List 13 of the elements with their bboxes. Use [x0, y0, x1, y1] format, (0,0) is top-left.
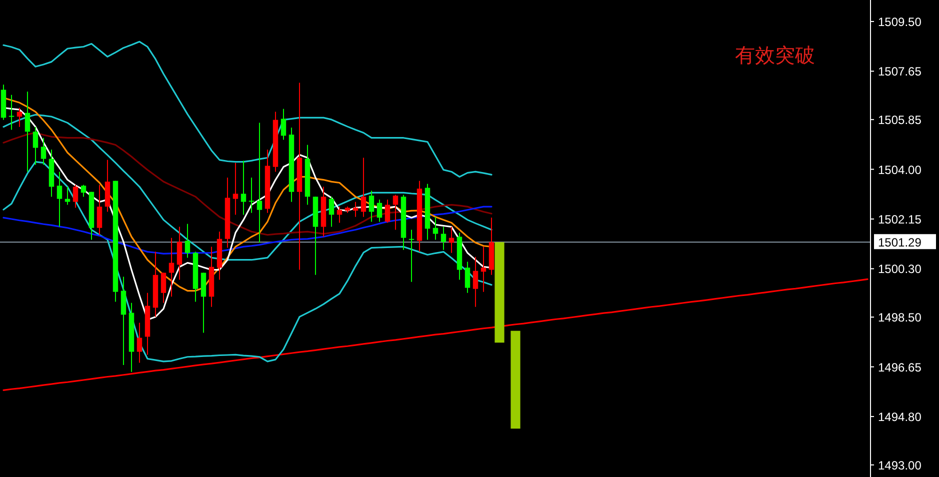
y-tick-label: 1500.30 [878, 262, 922, 276]
y-tick-label: 1504.00 [878, 162, 922, 177]
y-tick-label: 1498.50 [878, 310, 922, 325]
y-tick-label: 1493.00 [878, 458, 922, 472]
y-tick-label: 1494.80 [878, 410, 922, 424]
y-tick-label: 1502.15 [878, 212, 922, 227]
y-tick-label: 1496.65 [878, 360, 922, 374]
y-tick-label: 1509.50 [878, 15, 922, 29]
ref-line-label: 1501.29 [878, 236, 922, 250]
annotation: 有效突破 [735, 43, 816, 67]
y-tick-label: 1507.65 [878, 64, 922, 79]
ref-label: 1501.29 [874, 234, 936, 250]
y-tick-label: 1505.85 [878, 113, 922, 128]
